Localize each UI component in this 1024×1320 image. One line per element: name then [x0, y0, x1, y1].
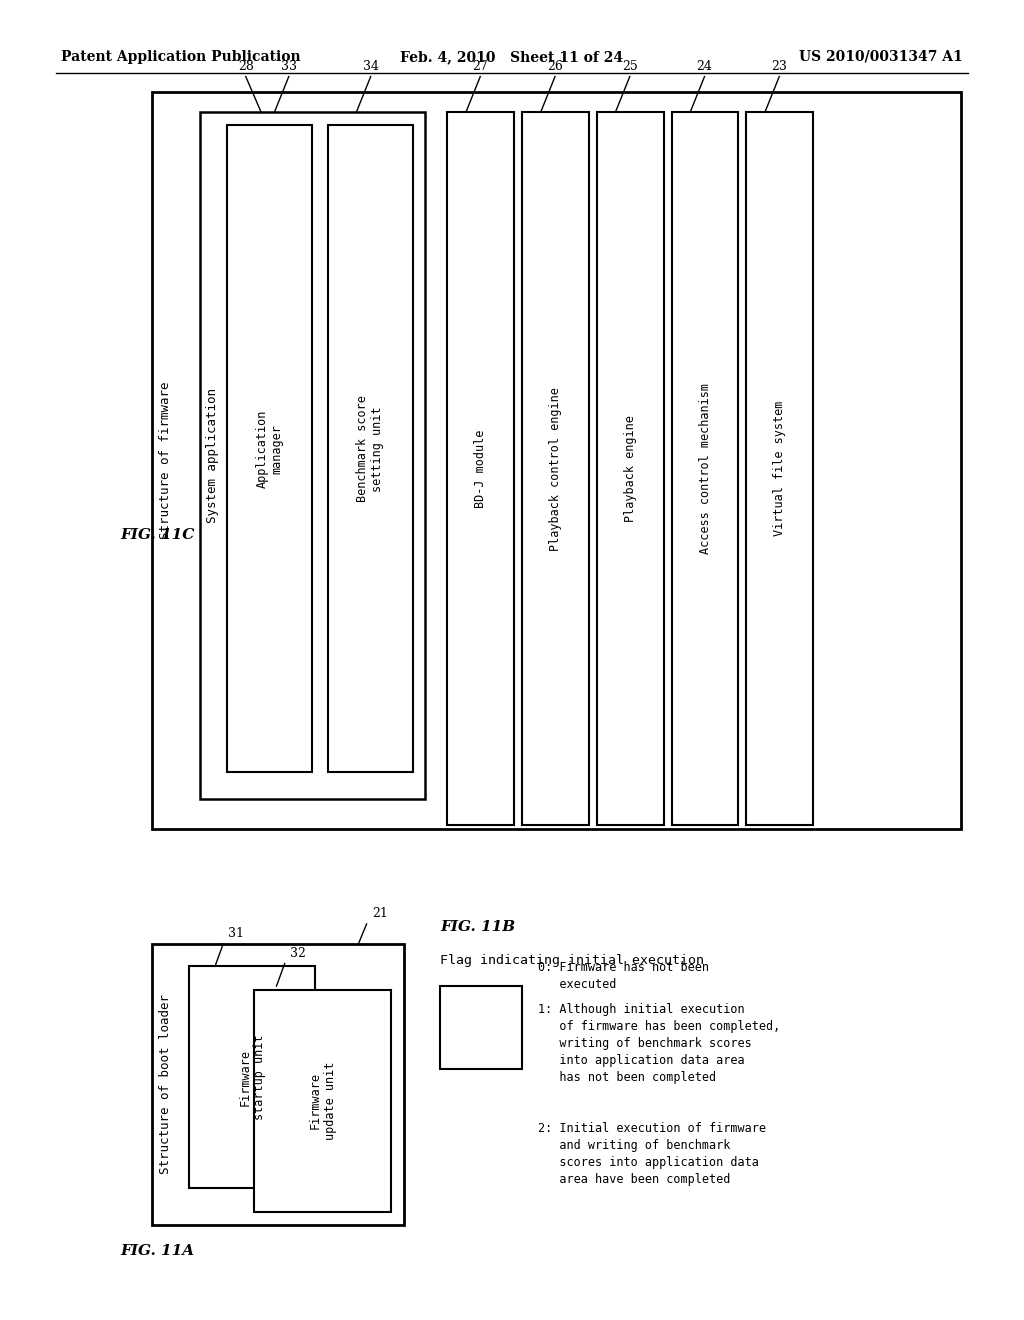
Text: 24: 24 — [696, 59, 713, 73]
Text: US 2010/0031347 A1: US 2010/0031347 A1 — [799, 50, 963, 63]
Bar — [189, 966, 315, 1188]
Text: Benchmark score
setting unit: Benchmark score setting unit — [356, 396, 384, 502]
Text: Flag indicating initial execution: Flag indicating initial execution — [440, 954, 705, 968]
Text: BD-J module: BD-J module — [474, 429, 487, 508]
Text: Virtual file system: Virtual file system — [773, 401, 786, 536]
Text: Firmware
update unit: Firmware update unit — [308, 1061, 337, 1140]
Bar — [440, 986, 522, 1069]
Bar — [227, 125, 312, 772]
Bar — [522, 112, 589, 825]
Text: Patent Application Publication: Patent Application Publication — [61, 50, 301, 63]
Text: FIG. 11C: FIG. 11C — [121, 528, 196, 541]
Text: 21: 21 — [372, 907, 388, 920]
Bar — [746, 112, 813, 825]
Text: 27: 27 — [472, 59, 488, 73]
Text: Playback engine: Playback engine — [624, 416, 637, 521]
Text: 31: 31 — [228, 927, 245, 940]
Bar — [254, 990, 391, 1212]
Bar — [672, 112, 738, 825]
Text: Structure of firmware: Structure of firmware — [160, 381, 172, 540]
Text: System application: System application — [207, 388, 219, 523]
Text: FIG. 11B: FIG. 11B — [440, 920, 515, 933]
Text: 2: Initial execution of firmware
   and writing of benchmark
   scores into appl: 2: Initial execution of firmware and wri… — [538, 1122, 766, 1185]
Text: 26: 26 — [547, 59, 563, 73]
Text: 32: 32 — [290, 946, 306, 960]
Bar — [328, 125, 413, 772]
Text: Playback control engine: Playback control engine — [549, 387, 562, 550]
Text: 0: Firmware has not been
   executed: 0: Firmware has not been executed — [538, 961, 709, 991]
Bar — [152, 92, 961, 829]
Text: 28: 28 — [238, 59, 254, 73]
Bar — [597, 112, 664, 825]
Text: Application
manager: Application manager — [256, 409, 284, 488]
Text: 1: Although initial execution
   of firmware has been completed,
   writing of b: 1: Although initial execution of firmwar… — [538, 1003, 780, 1084]
Text: Access control mechanism: Access control mechanism — [698, 383, 712, 554]
Bar — [152, 944, 404, 1225]
Text: 25: 25 — [622, 59, 638, 73]
Text: FIG. 11A: FIG. 11A — [121, 1245, 195, 1258]
Text: Firmware
startup unit: Firmware startup unit — [239, 1035, 266, 1119]
Text: 23: 23 — [771, 59, 787, 73]
Text: 34: 34 — [362, 59, 379, 73]
Bar — [447, 112, 514, 825]
Text: 33: 33 — [281, 59, 297, 73]
Text: Feb. 4, 2010   Sheet 11 of 24: Feb. 4, 2010 Sheet 11 of 24 — [400, 50, 624, 63]
Bar — [200, 112, 425, 799]
Text: Structure of boot loader: Structure of boot loader — [160, 994, 172, 1175]
